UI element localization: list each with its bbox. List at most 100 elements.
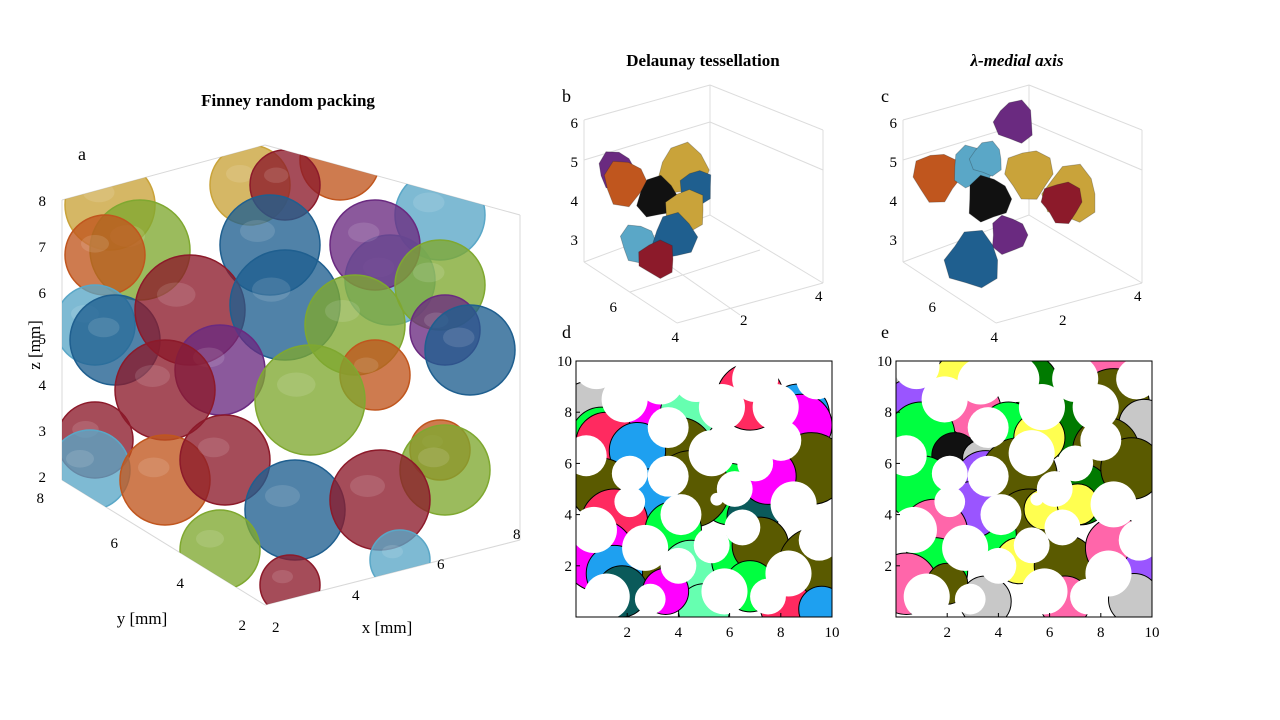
pore-body xyxy=(1004,150,1054,200)
y-tick: 10 xyxy=(877,354,892,370)
sphere-highlight xyxy=(272,570,293,584)
sphere-highlight xyxy=(252,277,291,302)
y-tick: 6 xyxy=(565,456,573,472)
grain xyxy=(980,547,1017,584)
grain xyxy=(701,568,748,615)
z-tick: 5 xyxy=(890,155,898,171)
y-tick: 6 xyxy=(111,536,119,552)
x-tick: 10 xyxy=(1145,625,1160,641)
x-tick: 4 xyxy=(995,625,1003,641)
sphere-highlight xyxy=(196,530,224,548)
sphere-highlight xyxy=(443,327,475,348)
sphere-highlight xyxy=(198,437,230,458)
x-tick: 2 xyxy=(1059,313,1067,329)
x-tick: 4 xyxy=(352,588,360,604)
pore-body xyxy=(992,99,1033,144)
grain xyxy=(614,486,646,518)
sphere-shell xyxy=(179,509,261,591)
x-tick: 4 xyxy=(675,625,683,641)
y-tick: 8 xyxy=(885,405,893,421)
z-axis-label: z [mm] xyxy=(25,320,44,370)
grain xyxy=(716,471,753,507)
x-tick: 6 xyxy=(726,625,734,641)
panel-b-pore-bodies xyxy=(598,141,712,279)
panel-b-title: Delaunay tessellation xyxy=(626,51,780,70)
grain xyxy=(660,547,697,584)
sphere-highlight xyxy=(81,235,109,253)
z-tick: 8 xyxy=(39,194,47,210)
grain xyxy=(760,419,802,461)
grain xyxy=(622,524,669,571)
panel-e: e 2 4 6 8 10 10 8 6 4 2 xyxy=(877,322,1160,641)
sphere-highlight xyxy=(138,457,170,478)
sphere-highlight xyxy=(382,545,403,559)
grain xyxy=(698,384,745,431)
z-tick: 3 xyxy=(890,233,898,249)
grain xyxy=(576,506,617,553)
grain xyxy=(752,384,799,431)
panel-a-spheres xyxy=(62,145,516,605)
grain xyxy=(1080,419,1122,461)
panel-a-title: Finney random packing xyxy=(201,91,375,110)
sphere-highlight xyxy=(88,317,120,338)
sphere-shell xyxy=(64,214,146,296)
grain xyxy=(957,361,1004,405)
x-tick: 10 xyxy=(825,625,840,641)
grain xyxy=(637,361,684,405)
z-tick: 2 xyxy=(39,470,47,486)
x-tick: 4 xyxy=(815,289,823,305)
sphere-shell xyxy=(254,344,366,456)
sphere-highlight xyxy=(264,167,289,183)
y-tick: 4 xyxy=(565,508,573,524)
grain xyxy=(1013,527,1050,564)
panel-b-box xyxy=(583,84,824,324)
grain xyxy=(660,494,702,536)
z-tick: 6 xyxy=(571,116,579,132)
panel-c-letter: c xyxy=(881,86,889,106)
grain xyxy=(688,430,735,477)
sphere-highlight xyxy=(413,192,445,213)
x-axis-label: x [mm] xyxy=(362,618,413,637)
panel-d: d 2 4 6 8 10 10 8 6 4 2 xyxy=(557,322,840,641)
grain xyxy=(1057,445,1094,482)
panel-d-letter: d xyxy=(562,322,571,342)
z-tick: 6 xyxy=(890,116,898,132)
x-tick: 8 xyxy=(777,625,785,641)
grain xyxy=(1044,509,1081,546)
grain xyxy=(896,506,937,553)
x-tick: 8 xyxy=(1097,625,1105,641)
panel-a-letter: a xyxy=(78,144,86,164)
grain xyxy=(750,578,786,615)
grain xyxy=(601,376,648,423)
grain xyxy=(1070,578,1106,615)
z-tick: 3 xyxy=(571,233,579,249)
sphere-highlight xyxy=(277,372,316,397)
panel-c: λ-medial axis c 6 5 4 3 6 4 2 4 xyxy=(881,51,1143,346)
panel-d-slice xyxy=(576,361,832,617)
sphere-highlight xyxy=(226,165,254,183)
grain xyxy=(647,455,689,497)
grain xyxy=(1008,430,1055,477)
y-tick: 8 xyxy=(565,405,573,421)
grain xyxy=(942,524,989,571)
sphere-highlight xyxy=(135,365,170,387)
z-tick: 3 xyxy=(39,424,47,440)
x-tick: 6 xyxy=(437,557,445,573)
sphere-shell xyxy=(259,554,321,605)
panel-a-x-axis: 2 4 6 8 x [mm] xyxy=(272,527,521,637)
z-tick: 5 xyxy=(39,332,47,348)
z-tick: 6 xyxy=(39,286,47,302)
grain xyxy=(921,376,968,423)
x-tick: 4 xyxy=(1134,289,1142,305)
z-tick: 5 xyxy=(571,155,579,171)
grain xyxy=(737,445,774,482)
y-tick: 10 xyxy=(557,354,572,370)
grain xyxy=(770,481,817,528)
grain xyxy=(724,509,761,546)
pore-region xyxy=(798,585,832,617)
grain xyxy=(967,407,1009,449)
grain xyxy=(611,455,648,492)
x-tick: 2 xyxy=(740,313,748,329)
x-tick: 2 xyxy=(272,620,280,636)
